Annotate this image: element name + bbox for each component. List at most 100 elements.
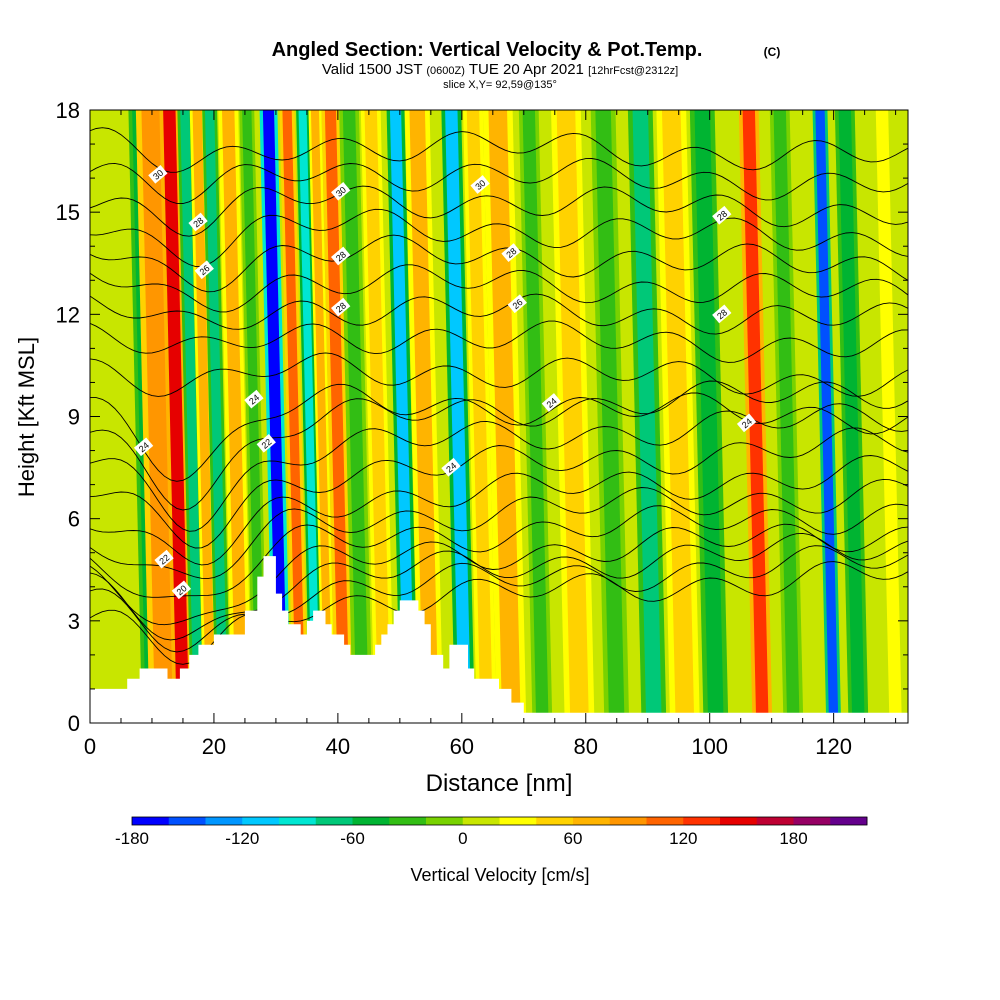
svg-text:24: 24 (247, 392, 261, 406)
contour-label: 24 (541, 393, 562, 412)
contour-label: 28 (501, 243, 521, 262)
x-axis-label: Distance [nm] (426, 770, 573, 797)
svg-text:28: 28 (504, 246, 518, 260)
x-tick-label: 100 (691, 734, 728, 759)
velocity-band (141, 110, 174, 723)
colorbar-swatch (389, 817, 427, 825)
fcst-info: [12hrFcst@2312z] (588, 65, 678, 77)
theta-contour-line (90, 234, 908, 293)
contour-label: 22 (154, 549, 174, 569)
velocity-band (632, 110, 662, 723)
colorbar-swatch (132, 817, 170, 825)
theta-contour-line (90, 352, 908, 397)
contour-label: 28 (188, 212, 208, 232)
colorbar: -180 -120 -60 0 60 120 180 (115, 816, 868, 848)
terrain (90, 556, 908, 723)
velocity-band (324, 110, 350, 723)
velocity-band (242, 110, 266, 723)
x-tick-label: 0 (84, 734, 96, 759)
theta-contour-line (90, 127, 908, 173)
title-unit: (C) (764, 45, 781, 59)
svg-text:28: 28 (715, 209, 729, 223)
x-tick-label: 60 (450, 734, 474, 759)
velocity-band (661, 110, 695, 723)
velocity-band (556, 110, 589, 723)
colorbar-swatch (756, 817, 794, 825)
chart-title: Angled Section: Vertical Velocity & Pot.… (272, 39, 703, 61)
theta-contour-line (90, 403, 908, 532)
colorbar-tick-label: 180 (779, 829, 807, 848)
contour-label: 28 (712, 205, 732, 225)
colorbar-swatch (830, 817, 868, 825)
x-tick-label: 40 (326, 734, 350, 759)
velocity-band (163, 110, 190, 723)
svg-text:28: 28 (191, 215, 205, 229)
plot-area: 30 30 30 28 28 28 28 28 28 26 26 24 24 24 24 24 22 22 20 (90, 110, 908, 723)
contour-label: 30 (148, 164, 168, 184)
velocity-band (773, 110, 800, 723)
velocity-band (310, 110, 333, 723)
colorbar-tick-label: 0 (458, 829, 467, 848)
colorbar-tick-label: -180 (115, 829, 149, 848)
colorbar-swatch (205, 817, 243, 825)
velocity-band (90, 110, 128, 723)
velocity-band (742, 110, 769, 723)
y-tick-label: 15 (56, 200, 80, 225)
valid-date: TUE 20 Apr 2021 (469, 61, 584, 78)
theta-contour-line (90, 383, 908, 482)
svg-text:24: 24 (740, 416, 754, 430)
colorbar-tick-label: 60 (564, 829, 583, 848)
colorbar-swatch (573, 817, 611, 825)
colorbar-swatch (315, 817, 353, 825)
colorbar-frame (131, 816, 868, 826)
svg-text:20: 20 (175, 583, 189, 597)
svg-text:24: 24 (137, 440, 151, 454)
colorbar-swatch (352, 817, 390, 825)
theta-contour-line (90, 380, 908, 511)
svg-text:30: 30 (151, 168, 165, 182)
theta-contour-line (90, 208, 908, 267)
slice-info: slice X,Y= 92,59@135° (443, 79, 557, 91)
theta-contour-line (90, 532, 908, 641)
contour-label: 26 (507, 294, 527, 314)
theta-contour-line (90, 561, 908, 665)
theta-contour-line (90, 545, 908, 653)
y-tick-label: 6 (68, 507, 80, 532)
svg-text:28: 28 (715, 307, 729, 321)
theta-contour-line (90, 185, 908, 237)
contour-label: 28 (331, 297, 351, 317)
valid-z: (0600Z) (426, 65, 465, 77)
colorbar-swatch (646, 817, 684, 825)
theta-contour-line (90, 293, 908, 335)
colorbar-swatch (609, 817, 647, 825)
svg-text:24: 24 (545, 396, 559, 410)
svg-text:28: 28 (334, 300, 348, 314)
svg-text:28: 28 (334, 249, 348, 263)
contour-label: 26 (194, 260, 214, 280)
velocity-band (262, 110, 288, 723)
theta-contour-line (90, 158, 908, 204)
contour-label: 24 (133, 437, 154, 457)
x-tick-label: 120 (815, 734, 852, 759)
y-tick-label: 9 (68, 405, 80, 430)
colorbar-swatch (793, 817, 831, 825)
svg-text:22: 22 (260, 437, 274, 451)
potential-temperature-contours (90, 127, 908, 665)
velocity-band (192, 110, 216, 723)
contour-label: 24 (441, 457, 461, 477)
axes: 0 20 40 60 80 100 120 0 3 6 9 12 15 18 (56, 98, 908, 759)
terrain-profile (90, 556, 908, 723)
colorbar-swatch (426, 817, 464, 825)
theta-contour-line (90, 455, 908, 566)
y-axis-label: Height [Kft MSL] (14, 337, 39, 497)
colorbar-swatch (462, 817, 500, 825)
velocity-band (364, 110, 391, 723)
contour-label: 28 (331, 246, 351, 266)
y-tick-label: 0 (68, 711, 80, 736)
colorbar-swatch (242, 817, 280, 825)
velocity-band (815, 110, 839, 723)
velocity-band (522, 110, 549, 723)
contour-label: 30 (470, 175, 490, 194)
theta-contour-line (90, 320, 908, 363)
